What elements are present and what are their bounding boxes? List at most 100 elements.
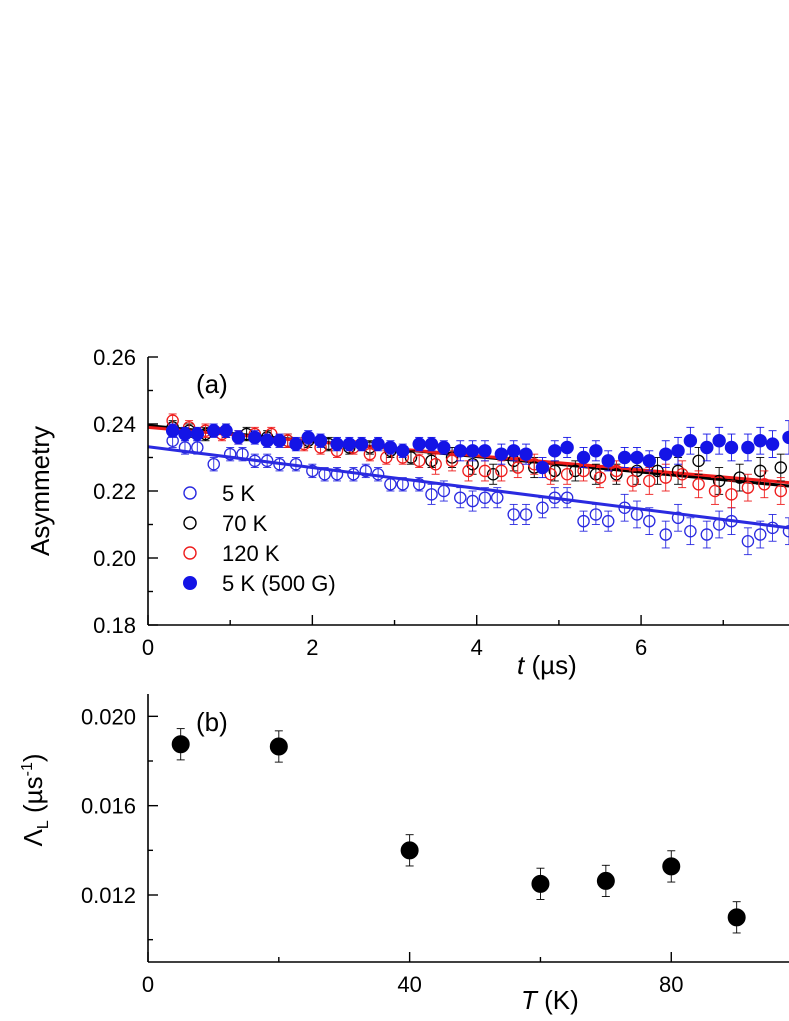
panel-b-data-point [596,871,615,890]
panel-a-data-point [511,461,525,474]
panel-a-y-tick-label: 0.18 [93,613,136,638]
panel-a-data-point [782,430,789,445]
panel-a-data-point [576,450,591,465]
panel-a-data-point [248,454,262,468]
legend-marker [183,576,197,590]
panel-a-y-tick-label: 0.20 [93,546,136,571]
panel-a-data-point [618,501,631,514]
panel-b-y-axis-title: ΛL (µs-1) [18,753,52,846]
panel-a-data-point [219,424,233,438]
panel-a-data-point [318,467,331,481]
panel-a-data-point [165,424,180,438]
panel-a-data-point [725,488,738,501]
panel-a-data-point [577,514,590,528]
panel-b-data-point [269,737,288,756]
panel-a-data-point [330,467,344,481]
panel-a-data-point [659,528,672,541]
panel-b-y-tick-label: 0.020 [81,704,136,729]
panel-a-data-point [700,528,714,541]
panel-a-data-point [741,535,755,548]
panel-a-data-point [507,508,520,521]
panel-a-data-point [494,447,509,461]
panel-a-label: (a) [196,369,228,399]
panel-b-data-point [531,874,550,893]
panel-a-data-point [601,454,615,468]
panel-a-data-point [301,430,315,445]
legend-marker [183,516,197,530]
panel-a-data-point [396,444,410,458]
panel-b-x-tick-label: 80 [659,972,683,997]
panel-a-data-point [425,488,438,501]
panel-b-label: (b) [196,707,228,737]
panel-a-data-point [774,461,788,474]
panel-b-data-point [727,908,746,927]
panel-a-data-point [248,430,262,445]
panel-a-data-point [548,491,562,504]
panel-a-data-point [359,464,373,478]
panel-a-data-point [544,467,557,481]
panel-a-data-point [178,441,192,454]
panel-a-x-tick-label: 4 [471,635,483,660]
panel-a-x-tick-label: 0 [142,635,154,660]
panel-a-x-axis-unit: (µs) [524,650,577,680]
panel-a-data-point [712,518,726,531]
panel-b-x-axis-title: T (K) [521,985,579,1015]
panel-a-data-point [462,464,475,478]
panel-a-data-point [712,434,726,448]
panel-a-data-point [724,440,739,455]
panel-b-x-axis-symbol: T [521,985,539,1015]
panel-a-data-point [306,464,319,478]
panel-a-data-point [700,440,714,455]
panel-a-data-point [486,467,500,481]
panel-a-data-point [733,471,746,484]
panel-a-data-point [260,434,274,448]
panel-b-y-axis-subscript: L [35,820,52,829]
panel-a-data-point [412,454,426,468]
panel-a-data-point [741,440,755,455]
panel-a-data-point [560,467,574,481]
panel-a-data-point [535,460,550,475]
panel-a-data-point [425,454,438,468]
panel-a-data-point [178,427,192,441]
panel-a-data-point [617,450,632,465]
panel-a-data-point [753,434,767,448]
panel-a-data-point [289,437,303,451]
panel-a-data-point [437,440,451,455]
panel-a-data-point [491,491,504,504]
panel-a-data-point [725,514,738,528]
panel-a-data-point [659,471,672,484]
panel-a-data-point [429,457,442,471]
panel-b-y-axis-close: ) [18,753,48,762]
panel-a-data-point [347,467,360,481]
panel-a-data-point [774,484,788,498]
panel-a-data-point [560,491,574,504]
panel-a-data-point [313,434,328,448]
legend-marker [183,486,197,500]
panel-b-x-tick-label: 0 [142,972,154,997]
panel-a-data-point [260,454,274,468]
panel-a-data-point [453,444,467,458]
panel-a-data-point [371,437,385,451]
panel-a-data-point [190,427,205,441]
panel-a-data-point [536,501,549,514]
panel-b-x-axis-unit: (K) [537,985,579,1015]
panel-b-y-tick-label: 0.012 [81,883,136,908]
panel-a-data-point [272,434,287,448]
panel-a-data-point [454,491,467,504]
panel-a-data-point [437,484,451,498]
panel-a-data-point [548,444,562,458]
panel-a-data-point [207,457,220,471]
panel-a-data-point [478,464,492,478]
panel-a-x-tick-label: 6 [635,635,647,660]
panel-a-x-axis-title: t (µs) [517,650,577,680]
panel-a-legend: 5 K 70 K 120 K 5 K (500 G) [183,481,336,596]
panel-a-data-point [495,464,508,478]
panel-a-data-point [412,437,426,451]
panel-a-data-point [601,514,615,528]
panel-a-data-point [207,424,221,438]
panel-a-data-point [589,467,603,481]
panel-a-data-point [412,478,426,491]
panel-b-data-point [400,841,419,860]
panel-a-data-point [519,508,533,521]
